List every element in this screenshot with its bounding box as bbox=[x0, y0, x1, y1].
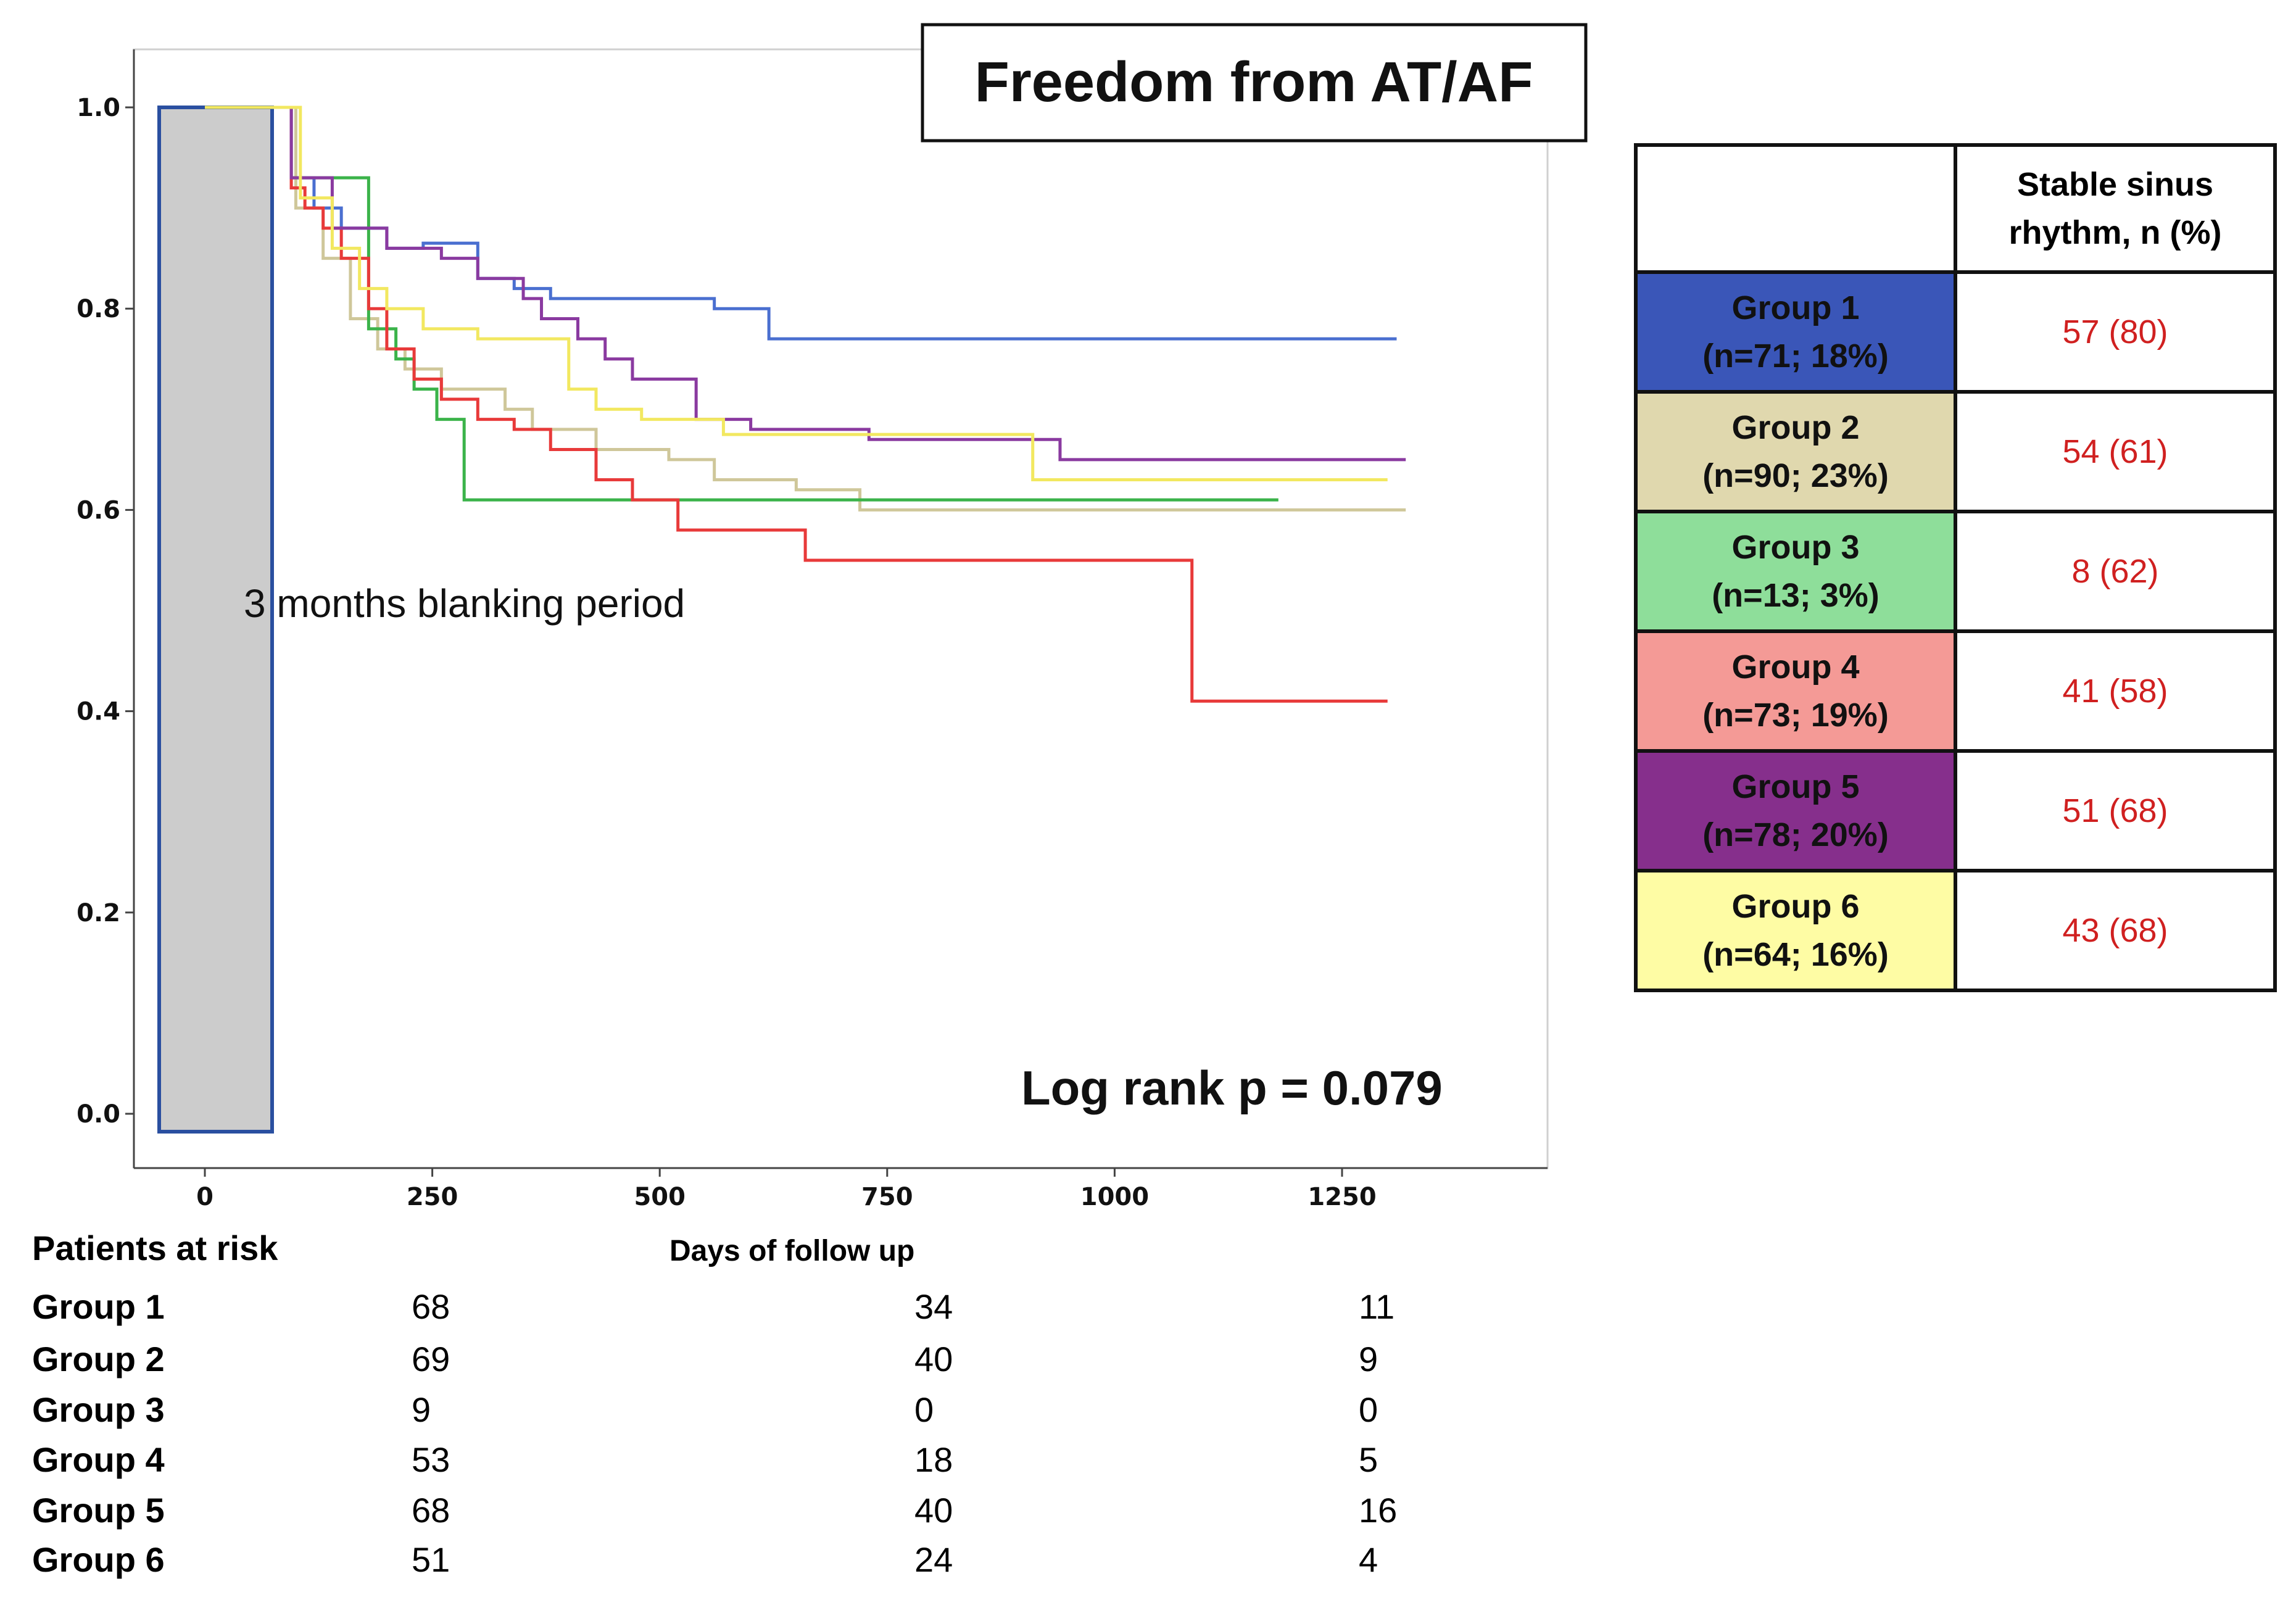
y-tick-label: 0.8 bbox=[77, 295, 120, 323]
risk-count: 69 bbox=[412, 1340, 450, 1378]
table-row: Group 3 (n=13; 3%) 8 (62) bbox=[1634, 510, 2277, 633]
x-tick-label: 250 bbox=[407, 1183, 458, 1211]
table-group-cell: Group 6 (n=64; 16%) bbox=[1634, 869, 1957, 992]
table-value-cell: 57 (80) bbox=[1954, 270, 2277, 394]
table-group-name: Group 3 bbox=[1731, 529, 1860, 566]
chart-title: Freedom from AT/AF bbox=[975, 51, 1533, 114]
table-group-cell: Group 5 (n=78; 20%) bbox=[1634, 749, 1957, 873]
table-group-name: Group 2 bbox=[1731, 409, 1860, 446]
risk-count: 24 bbox=[914, 1540, 953, 1579]
risk-count: 40 bbox=[914, 1340, 953, 1378]
y-tick-label: 0.2 bbox=[77, 899, 120, 927]
risk-count: 9 bbox=[1359, 1340, 1378, 1378]
table-group-name: Group 4 bbox=[1731, 649, 1860, 686]
x-tick-label: 1250 bbox=[1308, 1183, 1376, 1211]
risk-days-label: Days of follow up bbox=[669, 1235, 915, 1267]
table-group-cell: Group 1 (n=71; 18%) bbox=[1634, 270, 1957, 394]
table-value-cell: 43 (68) bbox=[1954, 869, 2277, 992]
risk-group-name: Group 5 bbox=[32, 1491, 165, 1530]
risk-title: Patients at risk bbox=[32, 1229, 278, 1267]
table-group-name: Group 5 bbox=[1731, 768, 1860, 805]
risk-group-name: Group 1 bbox=[32, 1287, 165, 1326]
table-row: Group 1 (n=71; 18%) 57 (80) bbox=[1634, 270, 2277, 394]
table-row: Group 2 (n=90; 23%) 54 (61) bbox=[1634, 390, 2277, 513]
table-value-cell: 54 (61) bbox=[1954, 390, 2277, 513]
table-group-name: Group 1 bbox=[1731, 289, 1860, 326]
table-group-name: Group 6 bbox=[1731, 888, 1860, 925]
y-tick-label: 1.0 bbox=[77, 94, 120, 122]
y-tick-label: 0.0 bbox=[77, 1100, 120, 1129]
km-curve-group-4 bbox=[205, 106, 1388, 703]
km-curve-group-6 bbox=[205, 106, 1388, 481]
y-tick-label: 0.4 bbox=[77, 698, 120, 726]
title-box bbox=[921, 23, 1588, 143]
risk-count: 9 bbox=[412, 1390, 431, 1429]
risk-count: 16 bbox=[1359, 1491, 1398, 1530]
km-curve-group-3 bbox=[205, 106, 1279, 502]
risk-count: 0 bbox=[914, 1390, 934, 1429]
risk-row: Group 3 9 0 0 bbox=[32, 1390, 1513, 1439]
x-tick-label: 500 bbox=[634, 1183, 686, 1211]
risk-count: 34 bbox=[914, 1287, 953, 1326]
x-tick-label: 0 bbox=[196, 1183, 213, 1211]
blanking-period-label: 3 months blanking period bbox=[244, 581, 685, 626]
x-tick-label: 750 bbox=[861, 1183, 913, 1211]
table-value-cell: 8 (62) bbox=[1954, 510, 2277, 633]
blanking-period-box bbox=[157, 106, 274, 1134]
axes: 0.0 0.2 0.4 0.6 0.8 1.0 0 250 500 750 1000 1250 bbox=[77, 48, 1549, 1211]
risk-count: 53 bbox=[412, 1440, 450, 1479]
risk-count: 18 bbox=[914, 1440, 953, 1479]
risk-count: 68 bbox=[412, 1287, 450, 1326]
risk-group-name: Group 2 bbox=[32, 1340, 165, 1378]
table-row: Group 6 (n=64; 16%) 43 (68) bbox=[1634, 869, 2277, 992]
km-curve-group-2 bbox=[205, 106, 1406, 512]
risk-group-name: Group 4 bbox=[32, 1440, 165, 1479]
x-tick-label: 1000 bbox=[1080, 1183, 1149, 1211]
risk-row: Group 6 51 24 4 bbox=[32, 1540, 1513, 1589]
table-group-size: (n=13; 3%) bbox=[1712, 577, 1879, 614]
table-group-size: (n=78; 20%) bbox=[1702, 816, 1889, 853]
table-group-size: (n=73; 19%) bbox=[1702, 697, 1889, 734]
risk-row: Group 2 69 40 9 bbox=[32, 1339, 1513, 1388]
risk-row: Group 5 68 40 16 bbox=[32, 1490, 1513, 1540]
risk-count: 40 bbox=[914, 1491, 953, 1530]
table-row: Group 4 (n=73; 19%) 41 (58) bbox=[1634, 629, 2277, 753]
sinus-rhythm-table: Stable sinus rhythm, n (%) Group 1 (n=71; … bbox=[1634, 143, 2277, 992]
risk-row: Group 1 68 34 11 bbox=[32, 1287, 1513, 1336]
risk-count: 11 bbox=[1359, 1287, 1395, 1326]
table-header-stable-sinus: Stable sinus rhythm, n (%) bbox=[1954, 143, 2277, 274]
risk-count: 51 bbox=[412, 1540, 450, 1579]
table-header-row: Stable sinus rhythm, n (%) bbox=[1634, 143, 2277, 274]
risk-count: 5 bbox=[1359, 1440, 1378, 1479]
risk-group-name: Group 6 bbox=[32, 1540, 165, 1579]
risk-count: 4 bbox=[1359, 1540, 1378, 1579]
risk-group-name: Group 3 bbox=[32, 1390, 165, 1429]
y-tick-label: 0.6 bbox=[77, 496, 120, 524]
series-layer bbox=[205, 106, 1406, 703]
logrank-label: Log rank p = 0.079 bbox=[1021, 1061, 1443, 1115]
risk-row: Group 4 53 18 5 bbox=[32, 1440, 1513, 1489]
table-group-cell: Group 3 (n=13; 3%) bbox=[1634, 510, 1957, 633]
risk-count: 68 bbox=[412, 1491, 450, 1530]
table-group-size: (n=71; 18%) bbox=[1702, 338, 1889, 375]
table-body: Stable sinus rhythm, n (%) Group 1 (n=71; … bbox=[1634, 143, 2277, 992]
table-header-blank bbox=[1634, 143, 1957, 274]
table-value-cell: 51 (68) bbox=[1954, 749, 2277, 873]
table-row: Group 5 (n=78; 20%) 51 (68) bbox=[1634, 749, 2277, 873]
table-group-cell: Group 2 (n=90; 23%) bbox=[1634, 390, 1957, 513]
km-curve-group-5 bbox=[205, 106, 1406, 462]
table-group-cell: Group 4 (n=73; 19%) bbox=[1634, 629, 1957, 753]
table-group-size: (n=90; 23%) bbox=[1702, 457, 1889, 494]
table-group-size: (n=64; 16%) bbox=[1702, 936, 1889, 973]
risk-count: 0 bbox=[1359, 1390, 1378, 1429]
table-value-cell: 41 (58) bbox=[1954, 629, 2277, 753]
